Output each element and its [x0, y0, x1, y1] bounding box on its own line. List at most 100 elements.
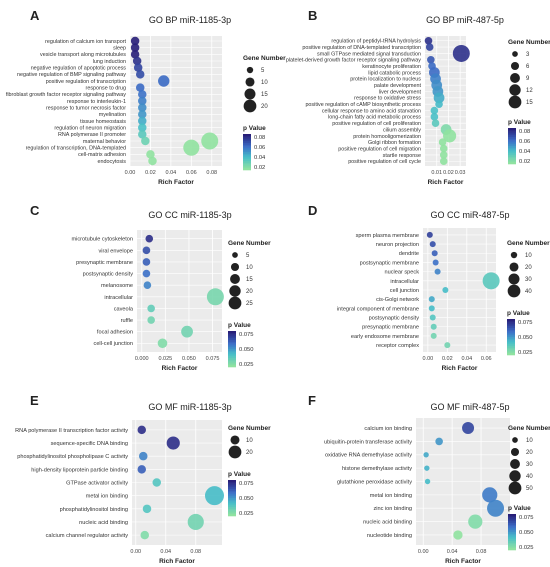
x-axis-label: Rich Factor — [158, 179, 194, 186]
color-legend-bar — [243, 148, 251, 151]
color-legend-bar — [507, 329, 515, 332]
size-legend-circle — [244, 88, 256, 100]
category-label: postsynaptic density — [369, 316, 420, 322]
data-point — [425, 43, 434, 51]
color-legend-bar — [507, 344, 515, 347]
color-legend-bar — [228, 501, 236, 504]
category-label: maternal behavior — [83, 139, 126, 145]
color-legend-title: p Value — [508, 119, 531, 126]
size-legend-circle — [230, 274, 240, 284]
category-label: intracellular — [390, 279, 419, 285]
data-point — [183, 139, 200, 156]
data-point — [439, 151, 448, 159]
panel-title: GO CC miR-487-5p — [430, 210, 509, 220]
category-label: cilium assembly — [383, 127, 421, 133]
category-label: sleep — [113, 46, 126, 52]
x-tick-label: 0.000 — [135, 356, 149, 362]
color-legend-bar — [228, 490, 236, 493]
data-point — [135, 83, 145, 92]
category-label: calcium ion binding — [364, 426, 412, 432]
color-legend-label: 0.025 — [519, 545, 534, 551]
color-legend-bar — [243, 141, 251, 144]
size-legend-circle — [508, 95, 522, 109]
category-label: regulation of peptidyl-tRNA hydrolysis — [331, 39, 421, 45]
x-tick-label: 0.02 — [443, 170, 454, 176]
category-label: positive regulation of cell cycle — [348, 159, 421, 165]
color-legend-bar — [508, 162, 516, 165]
panel-D: D GO CC miR-487-5p sperm plasma membrane ne… — [308, 203, 550, 372]
color-legend-bar — [507, 324, 515, 327]
category-label: positive regulation of DNA-templated tra… — [302, 45, 421, 51]
color-legend-bar — [508, 149, 516, 152]
size-legend-label: 5 — [261, 68, 265, 74]
data-point — [138, 110, 147, 119]
data-point — [439, 144, 448, 153]
category-label: sperm plasma membrane — [356, 233, 419, 239]
data-point — [148, 156, 157, 166]
category-label: ubiquitin-protein transferase activity — [324, 439, 412, 445]
color-legend-bar — [228, 514, 236, 517]
color-legend-bar — [508, 155, 516, 158]
size-legend-circle — [245, 77, 255, 87]
color-legend-label: 0.050 — [518, 335, 533, 341]
size-legend-label: 10 — [246, 265, 253, 271]
color-legend-label: 0.04 — [519, 149, 531, 155]
color-legend-bar — [508, 140, 516, 143]
data-point — [206, 288, 224, 306]
color-legend-bar — [228, 358, 236, 361]
category-label: focal adhesion — [97, 330, 133, 336]
color-legend-bar — [507, 353, 515, 356]
x-tick-label: 0.075 — [206, 356, 220, 362]
category-label: nucleic acid binding — [79, 520, 128, 526]
data-point — [152, 478, 161, 487]
data-point — [430, 323, 437, 330]
color-legend-bar — [508, 147, 516, 150]
size-legend-title: Gene Number — [507, 240, 550, 247]
x-tick-label: 0.04 — [160, 549, 171, 555]
data-point — [423, 452, 429, 458]
panel-letter: E — [30, 393, 39, 408]
color-legend-bar — [508, 535, 516, 538]
size-legend-circle — [230, 435, 240, 445]
color-legend-bar — [228, 347, 236, 350]
color-legend-bar — [507, 338, 515, 341]
size-legend-circle — [512, 437, 518, 443]
data-point — [132, 56, 142, 66]
size-legend-label: 25 — [246, 301, 253, 307]
data-point — [139, 451, 148, 461]
category-label: postsynaptic membrane — [360, 260, 419, 266]
color-legend-label: 0.025 — [239, 362, 254, 368]
color-legend-bar — [243, 152, 251, 155]
category-label: early endosome membrane — [351, 334, 419, 340]
size-legend-circle — [510, 447, 520, 457]
category-label: phosphatidylinositol phospholipase C act… — [17, 454, 128, 460]
data-point — [137, 425, 146, 435]
category-label: metal ion binding — [370, 493, 412, 499]
category-label: Golgi ribbon formation — [368, 140, 421, 146]
category-label: intracellular — [104, 295, 133, 301]
size-legend-circle — [508, 481, 522, 495]
size-legend-label: 40 — [526, 474, 533, 480]
color-legend-label: 0.025 — [518, 350, 533, 356]
category-label: cell junction — [390, 288, 419, 294]
category-label: regulation of neuron migration — [54, 126, 126, 132]
category-label: cell-matrix adhesion — [78, 152, 126, 158]
color-legend-bar — [507, 326, 515, 329]
size-legend-label: 10 — [261, 80, 268, 86]
x-tick-label: 0.03 — [455, 170, 466, 176]
data-point — [138, 116, 147, 126]
color-legend-bar — [508, 515, 516, 518]
x-tick-label: 0.050 — [182, 356, 196, 362]
size-legend-label: 15 — [261, 92, 268, 98]
category-label: endocytosis — [98, 159, 127, 165]
data-point — [143, 281, 152, 289]
category-label: integral component of membrane — [337, 306, 419, 312]
data-point — [426, 231, 433, 238]
data-point — [147, 316, 155, 324]
category-label: negative regulation of apoptotic process — [31, 66, 127, 72]
data-point — [487, 499, 505, 517]
category-label: positive regulation of cell proliferatio… — [332, 121, 421, 127]
size-legend-label: 30 — [526, 462, 533, 468]
category-label: platelet-derived growth factor receptor … — [286, 58, 421, 64]
color-legend-bar — [508, 146, 516, 149]
